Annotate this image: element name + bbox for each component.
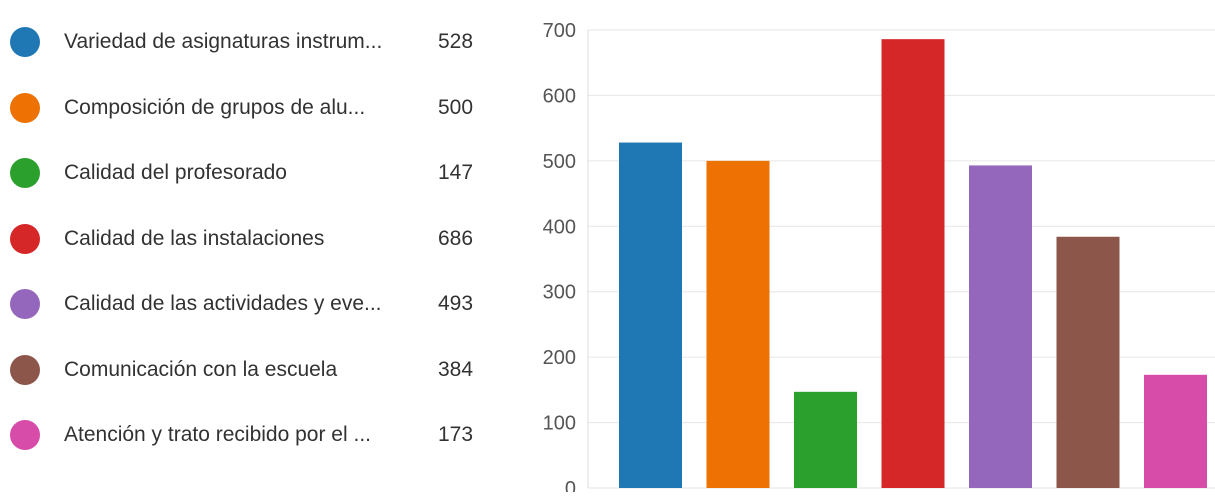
bar: [881, 39, 945, 488]
legend-item: Atención y trato recibido por el ... 173: [10, 415, 490, 455]
chart-legend: Variedad de asignaturas instrum... 528 Com…: [0, 0, 500, 492]
bar: [794, 391, 857, 488]
legend-swatch: [10, 27, 40, 57]
legend-value: 147: [438, 161, 474, 184]
y-tick-label: 200: [543, 347, 576, 369]
bar-chart-svg: 0 100 200 300 400 500 600 700: [543, 20, 1215, 497]
legend-swatch: [10, 92, 40, 123]
legend-label: Calidad de las instalaciones: [64, 226, 325, 250]
legend-item: Calidad del profesorado 147: [10, 153, 490, 193]
legend-value: 528: [438, 30, 474, 53]
y-tick-label: 700: [543, 20, 576, 42]
legend-item: Comunicación con la escuela 384: [10, 350, 490, 390]
bar-chart: 0 100 200 300 400 500 600 700: [520, 0, 1215, 497]
legend-label: Calidad del profesorado: [64, 161, 287, 184]
legend-label: Atención y trato recibido por el ...: [64, 423, 371, 446]
bar: [706, 160, 770, 488]
legend-item: Variedad de asignaturas instrum... 528: [10, 22, 490, 62]
bars: [619, 39, 1207, 489]
legend-swatch: [10, 420, 40, 450]
legend-value: 500: [438, 95, 474, 119]
y-tick-label: 300: [543, 282, 576, 304]
legend-item: Composición de grupos de alu... 500: [10, 88, 490, 128]
legend-value: 686: [438, 226, 474, 250]
legend-value: 493: [438, 292, 474, 315]
legend-label: Comunicación con la escuela: [64, 357, 338, 381]
legend-swatch: [10, 289, 40, 319]
bar: [619, 142, 682, 488]
y-tick-label: 500: [543, 151, 576, 173]
bar: [1144, 374, 1207, 488]
legend-label: Variedad de asignaturas instrum...: [64, 30, 383, 53]
legend-swatch: [10, 158, 40, 188]
bar: [969, 165, 1032, 489]
y-tick-label: 600: [543, 85, 576, 107]
legend-item: Calidad de las actividades y eve... 493: [10, 284, 490, 324]
y-axis-ticks: 0 100 200 300 400 500 600 700: [543, 20, 576, 497]
bar: [1056, 236, 1120, 488]
y-tick-label: 100: [543, 413, 576, 435]
legend-swatch: [10, 354, 40, 385]
legend-label: Composición de grupos de alu...: [64, 95, 366, 119]
legend-swatch: [10, 223, 40, 254]
legend-value: 173: [438, 423, 474, 446]
legend-value: 384: [438, 357, 474, 381]
legend-item: Calidad de las instalaciones 686: [10, 219, 490, 259]
y-tick-label: 400: [543, 216, 576, 238]
y-tick-label: 0: [565, 478, 576, 492]
legend-label: Calidad de las actividades y eve...: [64, 292, 382, 315]
